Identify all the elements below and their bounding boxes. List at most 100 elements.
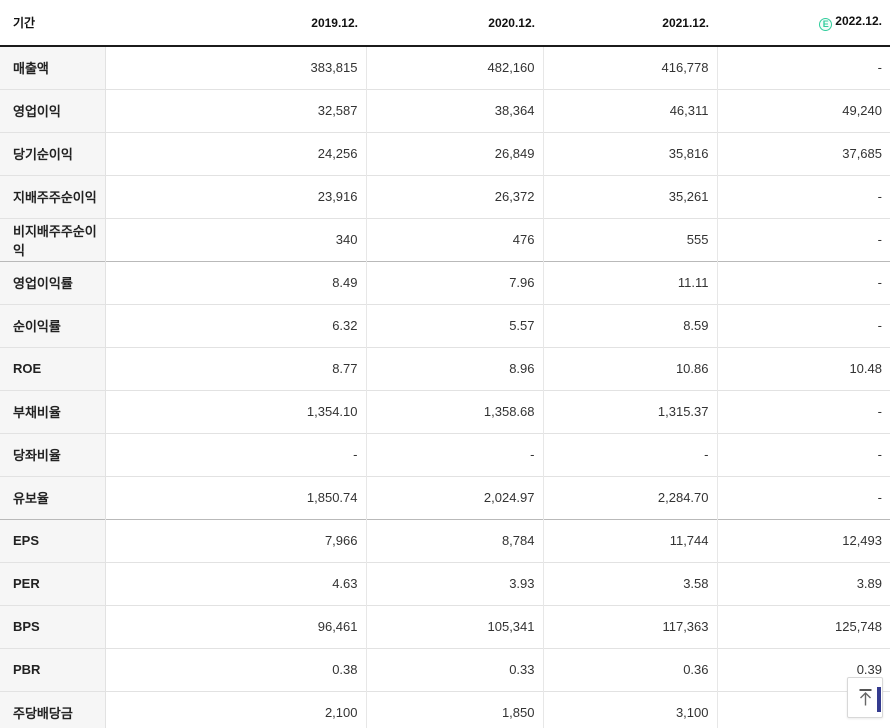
table-row: 주당배당금 2,100 1,850 3,100 xyxy=(0,691,890,728)
value-cell: 35,816 xyxy=(542,132,717,175)
value-cell: 4.63 xyxy=(105,562,366,605)
value-cell: 1,850 xyxy=(365,691,543,728)
row-label: 순이익률 xyxy=(0,304,106,347)
value-cell: - xyxy=(716,390,890,433)
value-cell: 476 xyxy=(365,218,543,261)
table-row: 영업이익 32,587 38,364 46,311 49,240 xyxy=(0,89,890,132)
value-cell: 555 xyxy=(542,218,717,261)
table-row: 당기순이익 24,256 26,849 35,816 37,685 xyxy=(0,132,890,175)
scrollbar-fragment[interactable] xyxy=(877,687,881,712)
table-row: 영업이익률 8.49 7.96 11.11- xyxy=(0,261,890,304)
value-cell: 11.11 xyxy=(542,261,717,304)
value-cell: - xyxy=(716,304,890,347)
value-cell: 383,815 xyxy=(105,46,366,89)
value-cell: 416,778 xyxy=(542,46,717,89)
table-row: PER 4.63 3.93 3.58 3.89 xyxy=(0,562,890,605)
value-cell: 7.96 xyxy=(365,261,543,304)
value-cell: 1,358.68 xyxy=(365,390,543,433)
table-header: 기간 2019.12. 2020.12. 2021.12. E 2022.12. xyxy=(0,0,890,46)
value-cell: - xyxy=(542,433,717,476)
arrow-up-to-top-icon xyxy=(857,688,874,707)
column-header-2019: 2019.12. xyxy=(105,0,366,46)
value-cell: 6.32 xyxy=(105,304,366,347)
value-cell: 32,587 xyxy=(105,89,366,132)
value-cell: 2,024.97 xyxy=(365,476,543,519)
value-cell: - xyxy=(716,433,890,476)
value-cell: 0.36 xyxy=(542,648,717,691)
table-row: 매출액 383,815 482,160 416,778- xyxy=(0,46,890,89)
value-cell: 10.86 xyxy=(542,347,717,390)
table-row: 당좌비율 - - - - xyxy=(0,433,890,476)
table-row: 지배주주순이익 23,916 26,372 35,261- xyxy=(0,175,890,218)
value-cell: 10.48 xyxy=(716,347,890,390)
row-label: 영업이익 xyxy=(0,89,106,132)
value-cell: 3.93 xyxy=(365,562,543,605)
value-cell: 96,461 xyxy=(105,605,366,648)
table-row: 부채비율 1,354.10 1,358.68 1,315.37- xyxy=(0,390,890,433)
value-cell: 105,341 xyxy=(365,605,543,648)
value-cell: 1,354.10 xyxy=(105,390,366,433)
row-label: 영업이익률 xyxy=(0,261,106,304)
row-label: PER xyxy=(0,562,106,605)
row-label: EPS xyxy=(0,519,106,562)
table-row: 순이익률 6.32 5.57 8.59- xyxy=(0,304,890,347)
header-row: 기간 2019.12. 2020.12. 2021.12. E 2022.12. xyxy=(0,0,890,46)
value-cell: 1,315.37 xyxy=(542,390,717,433)
value-cell: 3.89 xyxy=(716,562,890,605)
column-header-2022-label: 2022.12. xyxy=(835,14,882,28)
row-label: 매출액 xyxy=(0,46,106,89)
estimate-icon: E xyxy=(819,18,833,31)
value-cell: 1,850.74 xyxy=(105,476,366,519)
row-label: 지배주주순이익 xyxy=(0,175,106,218)
value-cell: 117,363 xyxy=(542,605,717,648)
value-cell: - xyxy=(716,261,890,304)
row-label: 당기순이익 xyxy=(0,132,106,175)
table-row: ROE 8.77 8.96 10.86 10.48 xyxy=(0,347,890,390)
row-label: 비지배주주순이익 xyxy=(0,218,106,261)
value-cell: 125,748 xyxy=(716,605,890,648)
value-cell: 0.38 xyxy=(105,648,366,691)
value-cell: 482,160 xyxy=(365,46,543,89)
row-label: BPS xyxy=(0,605,106,648)
value-cell: 3,100 xyxy=(542,691,717,728)
value-cell: 8.49 xyxy=(105,261,366,304)
value-cell: 0.33 xyxy=(365,648,543,691)
value-cell: 7,966 xyxy=(105,519,366,562)
row-label: PBR xyxy=(0,648,106,691)
value-cell: 8.59 xyxy=(542,304,717,347)
row-label: 주당배당금 xyxy=(0,691,106,728)
value-cell: 2,100 xyxy=(105,691,366,728)
value-cell: 26,849 xyxy=(365,132,543,175)
value-cell: 5.57 xyxy=(365,304,543,347)
table-row: PBR 0.38 0.33 0.36 0.39 xyxy=(0,648,890,691)
value-cell: 23,916 xyxy=(105,175,366,218)
value-cell: - xyxy=(716,46,890,89)
table-row: 유보율 1,850.74 2,024.97 2,284.70- xyxy=(0,476,890,519)
table-body: 매출액 383,815 482,160 416,778- 영업이익 32,587 38,36… xyxy=(0,46,890,728)
value-cell: - xyxy=(716,218,890,261)
value-cell: 12,493 xyxy=(716,519,890,562)
value-cell: 2,284.70 xyxy=(542,476,717,519)
value-cell: - xyxy=(716,476,890,519)
column-header-2021: 2021.12. xyxy=(543,0,717,46)
value-cell: 340 xyxy=(105,218,366,261)
value-cell: 35,261 xyxy=(542,175,717,218)
row-label: 당좌비율 xyxy=(0,433,106,476)
value-cell: 37,685 xyxy=(716,132,890,175)
table-row: 비지배주주순이익 340 476 555- xyxy=(0,218,890,261)
value-cell: - xyxy=(365,433,543,476)
value-cell: 8.77 xyxy=(105,347,366,390)
row-label: 유보율 xyxy=(0,476,106,519)
value-cell: 3.58 xyxy=(542,562,717,605)
value-cell: 46,311 xyxy=(542,89,717,132)
row-label: 부채비율 xyxy=(0,390,106,433)
value-cell: 49,240 xyxy=(716,89,890,132)
column-header-2022-estimate: E 2022.12. xyxy=(717,0,890,46)
value-cell: 8.96 xyxy=(365,347,543,390)
period-header-label: 기간 xyxy=(0,0,105,46)
value-cell: 38,364 xyxy=(365,89,543,132)
row-label: ROE xyxy=(0,347,106,390)
value-cell: - xyxy=(716,175,890,218)
